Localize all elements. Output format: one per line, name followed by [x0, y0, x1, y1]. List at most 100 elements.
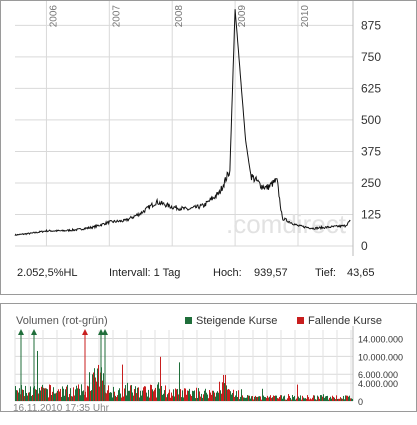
volume-bar: [273, 395, 274, 401]
volume-bar: [22, 389, 23, 401]
volume-bar: [346, 395, 347, 401]
volume-bar: [351, 398, 352, 401]
volume-bar: [320, 395, 321, 401]
volume-bar: [349, 395, 350, 401]
volume-bar: [216, 392, 217, 401]
volume-bar: [319, 398, 320, 401]
volume-bar: [135, 386, 136, 401]
volume-bar: [48, 397, 49, 401]
volume-bar: [188, 390, 189, 401]
volume-bar: [212, 390, 213, 401]
volume-bar: [234, 396, 235, 401]
volume-bar: [334, 397, 335, 401]
volume-overflow-arrow: [82, 329, 88, 335]
volume-bar: [50, 385, 51, 401]
volume-bar: [318, 396, 319, 401]
volume-bar: [256, 396, 257, 401]
volume-bar: [119, 388, 120, 401]
volume-bar: [51, 394, 52, 401]
volume-bar: [144, 386, 145, 401]
timestamp: 16.11.2010 17:35 Uhr: [13, 403, 110, 414]
volume-bar: [305, 398, 306, 401]
volume-bar: [122, 364, 123, 401]
volume-bar: [67, 384, 68, 401]
volume-bar: [66, 386, 67, 401]
volume-bar: [350, 398, 351, 401]
volume-bar: [215, 396, 216, 401]
volume-bar: [151, 384, 152, 401]
volume-bar: [255, 395, 256, 401]
price-y-tick: 875: [361, 18, 381, 32]
volume-bar: [300, 395, 301, 401]
volume-bar: [129, 390, 130, 401]
volume-bar: [179, 362, 180, 401]
volume-bar: [36, 389, 37, 401]
volume-bar: [157, 384, 158, 401]
volume-bar: [182, 390, 183, 401]
volume-bar: [213, 390, 214, 401]
volume-bar: [230, 391, 231, 401]
volume-bar: [245, 397, 246, 401]
volume-bar: [38, 393, 39, 401]
volume-bar: [287, 398, 288, 401]
volume-bar: [200, 396, 201, 401]
volume-bar: [172, 395, 173, 401]
volume-bar: [276, 395, 277, 401]
volume-bar: [30, 386, 31, 401]
volume-bar: [240, 396, 241, 401]
volume-bar: [138, 387, 139, 401]
volume-bar: [321, 395, 322, 401]
volume-bar: [302, 395, 303, 401]
volume-bar: [187, 390, 188, 401]
volume-bar: [177, 388, 178, 401]
volume-bar: [154, 389, 155, 401]
volume-bar: [258, 396, 259, 401]
volume-bar: [330, 396, 331, 401]
price-y-tick: 375: [361, 144, 381, 158]
volume-bar: [86, 397, 87, 401]
volume-bar: [99, 386, 100, 401]
volume-bar: [281, 395, 282, 401]
volume-bar: [91, 390, 92, 401]
volume-bar: [24, 396, 25, 401]
volume-bar: [309, 399, 310, 401]
volume-bar: [123, 396, 124, 401]
volume-bar: [18, 392, 19, 401]
volume-bar: [272, 397, 273, 401]
volume-bar: [112, 397, 113, 401]
volume-bar: [17, 390, 18, 401]
volume-bar: [126, 395, 127, 401]
volume-bar: [248, 395, 249, 401]
volume-bar: [76, 385, 77, 401]
volume-bar: [35, 389, 36, 401]
volume-bar: [328, 399, 329, 401]
volume-bar: [132, 392, 133, 401]
volume-bar: [229, 389, 230, 401]
volume-bar: [180, 389, 181, 401]
volume-bar: [124, 388, 125, 401]
volume-bar: [205, 388, 206, 401]
volume-overflow-arrow: [102, 329, 108, 335]
volume-bar: [246, 397, 247, 401]
volume-bar: [90, 391, 91, 401]
volume-y-tick: 6.000.000: [358, 370, 398, 380]
volume-bar: [243, 397, 244, 401]
volume-y-tick: 4.000.000: [358, 379, 398, 389]
watermark-text: .comdirect: [226, 209, 347, 239]
volume-bar: [247, 395, 248, 401]
volume-bar: [206, 392, 207, 401]
volume-bar: [174, 396, 175, 401]
volume-bar: [103, 373, 104, 401]
volume-bar: [39, 387, 40, 401]
volume-bar: [137, 387, 138, 401]
legend-falling-label: Fallende Kurse: [308, 315, 382, 327]
volume-bar: [47, 389, 48, 401]
volume-bar: [58, 389, 59, 401]
volume-bar: [95, 377, 96, 401]
volume-bar: [98, 364, 99, 401]
volume-bar: [304, 398, 305, 401]
volume-bar: [244, 397, 245, 401]
volume-bar: [145, 386, 146, 401]
volume-bar: [295, 399, 296, 401]
volume-bar: [249, 395, 250, 401]
